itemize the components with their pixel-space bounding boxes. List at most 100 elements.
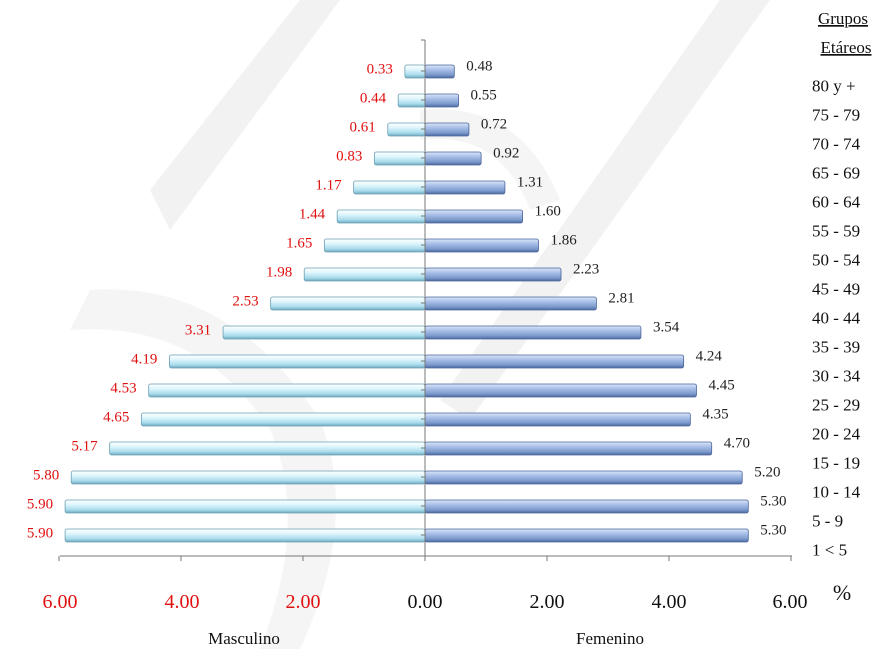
- age-group-1: 75 - 79: [812, 106, 860, 125]
- label-masculino-7: 1.98: [266, 265, 292, 281]
- age-group-10: 30 - 34: [812, 367, 861, 386]
- label-masculino-16: 5.90: [27, 526, 53, 542]
- age-group-5: 55 - 59: [812, 222, 860, 241]
- label-femenino-16: 5.30: [760, 523, 786, 539]
- bar-masculino-8: [270, 296, 426, 311]
- age-group-11: 25 - 29: [812, 396, 860, 415]
- label-femenino-11: 4.45: [708, 378, 734, 394]
- bar-femenino-4: [424, 180, 506, 195]
- bar-masculino-1: [397, 93, 426, 108]
- age-group-0: 80 y +: [812, 77, 856, 96]
- label-masculino-2: 0.61: [350, 120, 376, 136]
- label-femenino-12: 4.35: [702, 407, 728, 423]
- age-group-7: 45 - 49: [812, 280, 860, 299]
- bar-masculino-9: [222, 325, 426, 340]
- female-bars: [424, 64, 749, 543]
- label-femenino-4: 1.31: [517, 175, 543, 191]
- bar-femenino-3: [424, 151, 482, 166]
- bar-femenino-14: [424, 470, 743, 485]
- bar-femenino-15: [424, 499, 749, 514]
- bar-femenino-11: [424, 383, 697, 398]
- female-value-labels: 0.48 0.55 0.72 0.92 1.31 1.60 1.86 2.23 2.81 3.54…: [466, 59, 786, 539]
- bar-femenino-12: [424, 412, 691, 427]
- label-femenino-10: 4.24: [696, 349, 723, 365]
- label-femenino-2: 0.72: [481, 117, 507, 133]
- label-femenino-13: 4.70: [724, 436, 750, 452]
- bar-femenino-7: [424, 267, 562, 282]
- age-group-12: 20 - 24: [812, 425, 861, 444]
- label-masculino-9: 3.31: [185, 323, 211, 339]
- x-tick-left-1: 4.00: [165, 591, 200, 613]
- age-group-8: 40 - 44: [812, 309, 861, 328]
- age-group-13: 15 - 19: [812, 454, 860, 473]
- bar-femenino-8: [424, 296, 597, 311]
- x-tick-right-2: 6.00: [773, 591, 808, 613]
- age-group-2: 70 - 74: [812, 135, 861, 154]
- bar-femenino-13: [424, 441, 713, 456]
- age-group-4: 60 - 64: [812, 193, 861, 212]
- age-group-9: 35 - 39: [812, 338, 860, 357]
- label-masculino-4: 1.17: [315, 178, 342, 194]
- label-masculino-0: 0.33: [367, 62, 393, 78]
- age-group-6: 50 - 54: [812, 251, 861, 270]
- label-femenino-3: 0.92: [493, 146, 519, 162]
- bar-masculino-7: [303, 267, 426, 282]
- x-label-masculino: Masculino: [208, 629, 280, 648]
- label-femenino-14: 5.20: [754, 465, 780, 481]
- label-masculino-5: 1.44: [299, 207, 326, 223]
- label-masculino-8: 2.53: [232, 294, 258, 310]
- label-femenino-7: 2.23: [573, 262, 599, 278]
- bar-masculino-13: [109, 441, 426, 456]
- label-femenino-1: 0.55: [471, 88, 497, 104]
- label-femenino-15: 5.30: [760, 494, 786, 510]
- x-tick-left-2: 2.00: [286, 591, 321, 613]
- bar-femenino-9: [424, 325, 642, 340]
- label-masculino-1: 0.44: [360, 91, 387, 107]
- legend-title-line-1: Grupos: [818, 9, 868, 28]
- label-masculino-14: 5.80: [33, 468, 59, 484]
- bar-masculino-4: [353, 180, 426, 195]
- bar-femenino-2: [424, 122, 470, 137]
- bar-femenino-1: [424, 93, 459, 108]
- x-tick-labels: 6.00 4.00 2.00 0.00 2.00 4.00 6.00: [43, 591, 808, 613]
- age-group-15: 5 - 9: [812, 512, 843, 531]
- bar-masculino-2: [387, 122, 426, 137]
- label-masculino-3: 0.83: [336, 149, 362, 165]
- bar-masculino-16: [64, 528, 426, 543]
- bar-femenino-16: [424, 528, 749, 543]
- x-tick-right-0: 2.00: [530, 591, 565, 613]
- label-masculino-10: 4.19: [131, 352, 157, 368]
- label-masculino-12: 4.65: [103, 410, 129, 426]
- label-femenino-0: 0.48: [466, 59, 492, 75]
- bar-masculino-14: [70, 470, 426, 485]
- age-group-3: 65 - 69: [812, 164, 860, 183]
- label-masculino-6: 1.65: [286, 236, 312, 252]
- x-axis-tick-marks: [58, 556, 792, 561]
- age-group-14: 10 - 14: [812, 483, 861, 502]
- label-femenino-8: 2.81: [608, 291, 634, 307]
- age-group-16: 1 < 5: [812, 541, 847, 560]
- bar-masculino-3: [373, 151, 426, 166]
- x-label-femenino: Femenino: [576, 629, 644, 648]
- label-femenino-9: 3.54: [653, 320, 680, 336]
- bar-femenino-0: [424, 64, 455, 79]
- bar-masculino-6: [323, 238, 426, 253]
- legend-title-line-2: Etáreos: [821, 38, 872, 57]
- bar-masculino-5: [336, 209, 426, 224]
- male-bars: [64, 64, 426, 543]
- center-axis-ticks: [421, 39, 425, 536]
- bar-femenino-10: [424, 354, 685, 369]
- label-femenino-6: 1.86: [550, 233, 577, 249]
- bar-masculino-10: [169, 354, 426, 369]
- bar-femenino-6: [424, 238, 539, 253]
- male-value-labels: 0.33 0.44 0.61 0.83 1.17 1.44 1.65 1.98 2.53 3.31…: [27, 62, 393, 542]
- label-masculino-11: 4.53: [110, 381, 136, 397]
- label-femenino-5: 1.60: [535, 204, 561, 220]
- bar-masculino-15: [64, 499, 426, 514]
- unit-label: %: [833, 580, 851, 605]
- label-masculino-13: 5.17: [71, 439, 98, 455]
- age-group-labels: 80 y + 75 - 79 70 - 74 65 - 69 60 - 64 55 - 5…: [812, 77, 861, 560]
- x-tick-left-0: 6.00: [43, 591, 78, 613]
- x-tick-center: 0.00: [408, 591, 443, 613]
